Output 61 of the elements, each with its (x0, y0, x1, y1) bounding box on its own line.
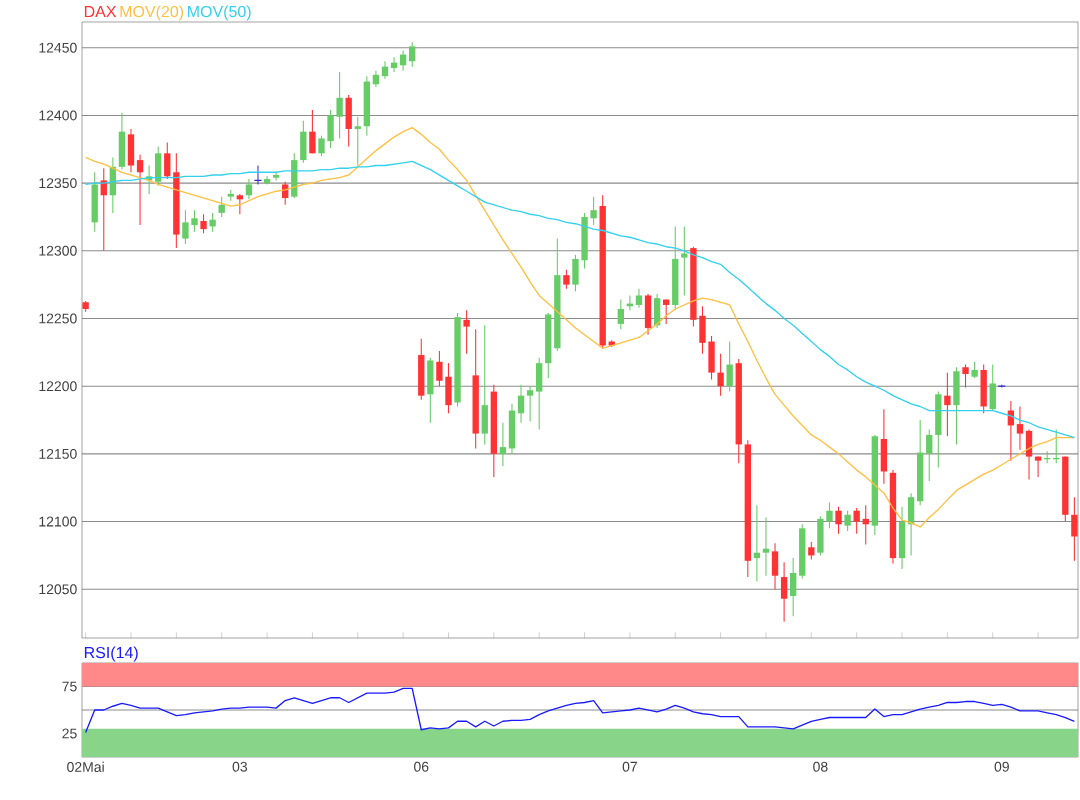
candlestick (962, 363, 969, 389)
candlestick (1071, 496, 1078, 562)
candlestick (318, 135, 325, 157)
x-tick-label: 07 (622, 761, 637, 772)
candlestick (200, 213, 207, 234)
candlestick (617, 298, 624, 330)
y-tick-label: 12350 (39, 178, 77, 189)
y-tick-label: 12150 (39, 448, 77, 459)
candlestick (209, 212, 216, 233)
candlestick (245, 178, 253, 200)
candlestick (635, 288, 643, 309)
candlestick (780, 561, 788, 623)
y-tick-label: 12050 (39, 584, 77, 595)
y-tick-label: 12300 (39, 245, 77, 256)
candlestick (681, 225, 688, 297)
y-tick-label: 12200 (39, 381, 77, 392)
candlestick (499, 422, 507, 467)
candlestick (726, 340, 733, 393)
x-tick-label: 08 (813, 761, 828, 772)
candlestick (436, 350, 443, 387)
candlestick (236, 193, 244, 215)
y-tick-label: 25 (62, 728, 77, 739)
candlestick (191, 209, 198, 233)
candlestick (399, 49, 407, 72)
candlestick (563, 269, 570, 290)
candlestick (136, 154, 144, 226)
candlestick (944, 372, 951, 437)
candlestick (790, 557, 797, 617)
text: MOV(50) (188, 5, 251, 21)
x-tick-label: 09 (994, 761, 1009, 772)
x-tick-label: 03 (232, 761, 248, 772)
text: MOV(20) (120, 5, 184, 21)
y-tick-label: 75 (62, 681, 77, 692)
candlestick (164, 141, 171, 180)
candlestick (826, 502, 833, 529)
candlestick (409, 41, 416, 68)
candlestick (835, 506, 842, 535)
candlestick (762, 516, 770, 577)
candlestick (717, 353, 724, 397)
y-tick-label: 12450 (39, 42, 77, 53)
text: RSI(14) (84, 646, 138, 662)
candlestick (182, 209, 189, 245)
candlestick (354, 116, 361, 167)
candlestick (218, 196, 225, 218)
y-tick-label: 12250 (39, 313, 77, 324)
candlestick (381, 60, 389, 80)
text: DAX (84, 6, 117, 18)
candlestick (463, 309, 470, 355)
candlestick (1016, 405, 1024, 451)
y-tick-label: 12100 (39, 516, 77, 527)
y-tick-label: 12400 (39, 110, 77, 121)
x-tick-label: 06 (414, 761, 429, 772)
x-tick-label: 02Mai (67, 761, 104, 772)
candlestick (517, 384, 525, 424)
candlestick (853, 507, 860, 535)
candlestick (336, 71, 343, 139)
candlestick (309, 109, 316, 154)
candlestick (526, 385, 534, 422)
candlestick (844, 510, 851, 532)
candlestick (926, 428, 933, 482)
candlestick (590, 196, 597, 226)
